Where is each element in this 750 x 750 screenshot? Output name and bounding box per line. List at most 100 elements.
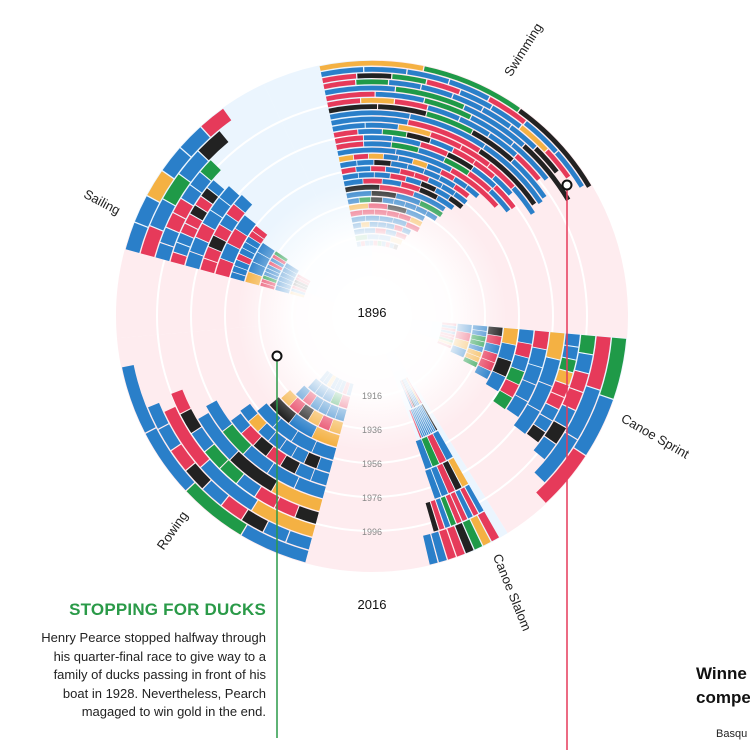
medal-segment bbox=[395, 149, 452, 173]
medal-segment bbox=[200, 160, 221, 181]
medal-segment bbox=[439, 529, 456, 560]
medal-segment bbox=[460, 145, 490, 167]
medal-segment bbox=[325, 91, 375, 102]
medal-segment bbox=[310, 469, 330, 486]
annotation-title: STOPPING FOR DUCKS bbox=[69, 600, 266, 619]
sport-label-canoe-slalom: Canoe Slalom bbox=[490, 552, 534, 633]
medal-segment bbox=[440, 496, 456, 526]
medal-segment bbox=[586, 336, 611, 390]
medal-segment bbox=[148, 402, 169, 429]
medal-segment bbox=[328, 104, 378, 114]
medal-segment bbox=[536, 448, 586, 503]
medal-segment bbox=[179, 151, 208, 182]
medal-segment bbox=[453, 177, 468, 189]
swimming-highlight-marker[interactable] bbox=[561, 179, 573, 191]
medal-segment bbox=[319, 60, 424, 71]
medal-segment bbox=[181, 185, 202, 206]
medal-segment bbox=[267, 463, 299, 488]
medal-segment bbox=[374, 172, 391, 179]
medal-segment bbox=[453, 192, 468, 205]
medal-segment bbox=[390, 161, 408, 169]
rowing-highlight-marker[interactable] bbox=[271, 350, 283, 362]
medal-segment bbox=[538, 357, 560, 386]
medal-segment bbox=[522, 144, 571, 202]
medal-segment bbox=[412, 159, 428, 169]
medal-segment bbox=[455, 522, 474, 554]
medal-segment bbox=[534, 414, 553, 432]
medal-segment bbox=[455, 489, 473, 519]
medal-segment bbox=[322, 73, 357, 84]
medal-segment bbox=[202, 210, 222, 230]
medal-segment bbox=[427, 177, 443, 189]
medal-segment bbox=[426, 111, 473, 134]
sport-label-swimming: Swimming bbox=[501, 20, 545, 79]
medal-segment bbox=[430, 500, 445, 530]
medal-segment bbox=[239, 248, 255, 260]
medal-segment bbox=[257, 403, 281, 428]
medal-segment bbox=[213, 224, 232, 242]
medal-segment bbox=[435, 498, 451, 528]
medal-segment bbox=[465, 484, 484, 513]
medal-segment bbox=[208, 235, 227, 252]
medal-segment bbox=[430, 132, 462, 150]
medal-segment bbox=[368, 153, 384, 159]
medal-segment bbox=[513, 404, 540, 434]
medal-segment bbox=[336, 141, 364, 150]
medal-segment bbox=[329, 110, 410, 120]
center-year-start: 1896 bbox=[358, 305, 387, 320]
medal-segment bbox=[502, 327, 519, 345]
medal-segment bbox=[145, 428, 195, 491]
medal-segment bbox=[392, 136, 421, 147]
medal-segment bbox=[235, 215, 256, 236]
medal-segment bbox=[271, 481, 323, 512]
medal-segment bbox=[341, 167, 356, 175]
medal-segment bbox=[201, 108, 232, 137]
medal-segment bbox=[234, 195, 253, 213]
medal-segment bbox=[427, 105, 460, 121]
medal-segment bbox=[333, 129, 358, 138]
medal-segment bbox=[201, 188, 219, 204]
medal-segment bbox=[575, 352, 593, 374]
medal-segment bbox=[426, 79, 461, 95]
medal-segment bbox=[514, 154, 541, 181]
medal-segment bbox=[291, 446, 309, 464]
medal-segment bbox=[312, 441, 337, 460]
medal-segment bbox=[483, 144, 543, 204]
medal-segment bbox=[488, 189, 511, 213]
medal-segment bbox=[253, 436, 274, 456]
medal-segment bbox=[528, 347, 547, 368]
medal-segment bbox=[429, 138, 454, 153]
medal-segment bbox=[219, 186, 240, 206]
medal-segment bbox=[291, 431, 317, 453]
medal-segment bbox=[230, 451, 277, 492]
medal-segment bbox=[280, 439, 298, 457]
medal-segment bbox=[357, 73, 392, 79]
medal-segment bbox=[427, 434, 446, 464]
medal-segment bbox=[331, 116, 408, 126]
medal-segment bbox=[155, 242, 174, 262]
medal-segment bbox=[204, 246, 222, 263]
medal-segment bbox=[506, 367, 525, 385]
medal-segment bbox=[423, 169, 441, 181]
medal-segment bbox=[523, 121, 558, 154]
medal-segment bbox=[448, 457, 469, 487]
medal-segment bbox=[231, 413, 251, 433]
medal-segment bbox=[158, 424, 181, 451]
medal-segment bbox=[220, 460, 244, 484]
medal-segment bbox=[471, 130, 514, 163]
medal-segment bbox=[493, 185, 516, 210]
medal-segment bbox=[226, 204, 245, 222]
medal-segment bbox=[448, 196, 464, 209]
medal-segment bbox=[544, 421, 567, 444]
medal-segment bbox=[511, 354, 529, 372]
medal-segment bbox=[405, 176, 422, 186]
medal-segment bbox=[445, 494, 462, 524]
medal-segment bbox=[438, 176, 456, 189]
medal-segment bbox=[385, 166, 401, 174]
medal-segment bbox=[242, 242, 258, 254]
medal-segment bbox=[327, 98, 361, 108]
medal-segment bbox=[477, 511, 500, 542]
medal-segment bbox=[515, 379, 536, 402]
